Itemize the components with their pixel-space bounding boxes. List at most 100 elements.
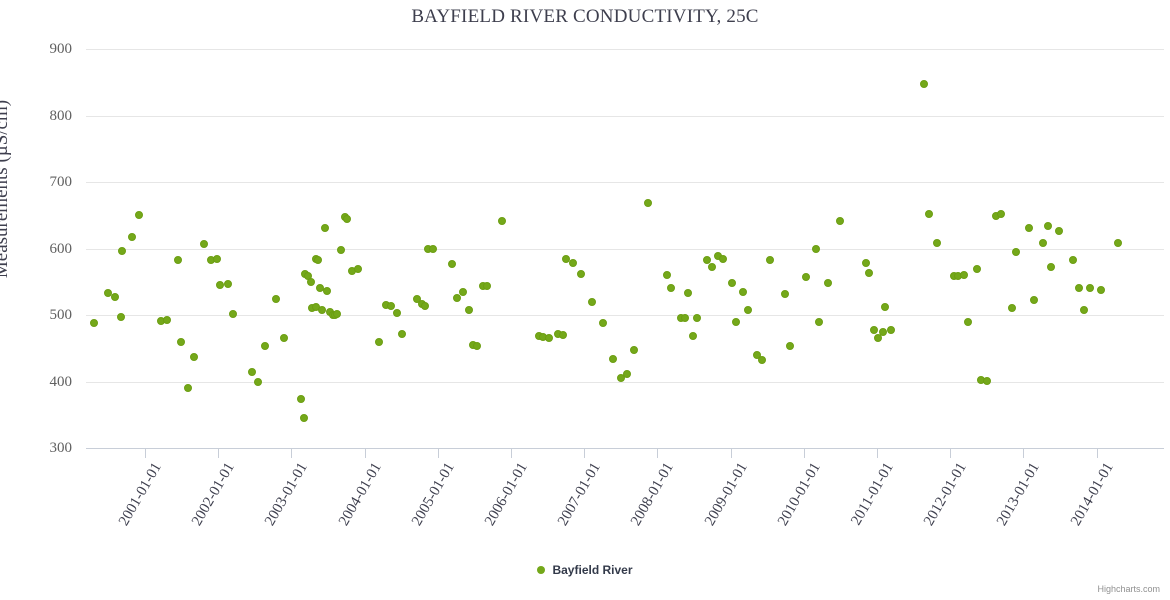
data-point[interactable] — [781, 290, 789, 299]
data-point[interactable] — [744, 306, 752, 315]
data-point[interactable] — [617, 374, 625, 383]
data-point[interactable] — [719, 255, 727, 264]
data-point[interactable] — [599, 318, 607, 327]
data-point[interactable] — [667, 283, 675, 292]
data-point[interactable] — [630, 346, 638, 355]
data-point[interactable] — [333, 310, 341, 319]
data-point[interactable] — [802, 273, 810, 282]
data-point[interactable] — [588, 297, 596, 306]
data-point[interactable] — [465, 306, 473, 315]
data-point[interactable] — [224, 280, 232, 289]
data-point[interactable] — [393, 309, 401, 317]
data-point[interactable] — [117, 312, 125, 321]
data-point[interactable] — [739, 287, 747, 296]
data-point[interactable] — [732, 317, 740, 326]
data-point[interactable] — [545, 334, 553, 343]
data-point[interactable] — [200, 239, 208, 248]
data-point[interactable] — [1086, 284, 1094, 293]
data-point[interactable] — [118, 247, 126, 256]
data-point[interactable] — [314, 256, 322, 265]
data-point[interactable] — [1047, 263, 1055, 272]
data-point[interactable] — [973, 265, 981, 274]
data-point[interactable] — [623, 369, 631, 378]
data-point[interactable] — [766, 256, 774, 265]
data-point[interactable] — [321, 223, 329, 232]
data-point[interactable] — [337, 245, 345, 254]
data-point[interactable] — [1044, 221, 1052, 230]
data-point[interactable] — [728, 279, 736, 288]
data-point[interactable] — [1012, 248, 1020, 257]
data-point[interactable] — [997, 209, 1005, 218]
data-point[interactable] — [708, 263, 716, 272]
chart-legend[interactable]: Bayfield River — [0, 563, 1170, 577]
data-point[interactable] — [498, 216, 506, 225]
data-point[interactable] — [983, 376, 991, 385]
data-point[interactable] — [453, 293, 461, 302]
data-point[interactable] — [375, 337, 383, 346]
data-point[interactable] — [174, 256, 182, 265]
data-point[interactable] — [786, 342, 794, 351]
data-point[interactable] — [177, 337, 185, 346]
data-point[interactable] — [280, 333, 288, 342]
data-point[interactable] — [689, 331, 697, 340]
data-point[interactable] — [90, 318, 98, 327]
data-point[interactable] — [1055, 226, 1063, 235]
data-point[interactable] — [354, 265, 362, 274]
data-point[interactable] — [1069, 255, 1077, 264]
data-point[interactable] — [920, 80, 928, 89]
data-point[interactable] — [753, 350, 761, 359]
data-point[interactable] — [1030, 295, 1038, 304]
data-point[interactable] — [559, 330, 567, 339]
data-point[interactable] — [693, 313, 701, 322]
data-point[interactable] — [413, 295, 421, 304]
data-point[interactable] — [1008, 303, 1016, 312]
data-point[interactable] — [960, 271, 968, 280]
data-point[interactable] — [254, 378, 262, 387]
data-point[interactable] — [1075, 284, 1083, 293]
data-point[interactable] — [343, 215, 351, 224]
highcharts-credits[interactable]: Highcharts.com — [1097, 584, 1160, 594]
data-point[interactable] — [459, 287, 467, 296]
data-point[interactable] — [483, 281, 491, 290]
data-point[interactable] — [128, 232, 136, 241]
data-point[interactable] — [387, 302, 395, 311]
data-point[interactable] — [758, 355, 766, 364]
data-point[interactable] — [213, 255, 221, 264]
data-point[interactable] — [135, 210, 143, 219]
data-point[interactable] — [1025, 223, 1033, 232]
data-point[interactable] — [1114, 239, 1122, 248]
legend-item-label[interactable]: Bayfield River — [552, 563, 633, 577]
data-point[interactable] — [644, 199, 652, 208]
data-point[interactable] — [184, 384, 192, 393]
data-point[interactable] — [307, 278, 315, 287]
data-point[interactable] — [812, 245, 820, 254]
data-point[interactable] — [681, 313, 689, 322]
data-point[interactable] — [870, 325, 878, 334]
data-point[interactable] — [111, 293, 119, 302]
data-point[interactable] — [874, 333, 882, 342]
data-point[interactable] — [1097, 286, 1105, 295]
data-point[interactable] — [261, 341, 269, 350]
data-point[interactable] — [229, 309, 237, 318]
data-point[interactable] — [703, 256, 711, 265]
data-point[interactable] — [862, 259, 870, 268]
data-point[interactable] — [925, 209, 933, 218]
data-point[interactable] — [824, 279, 832, 288]
data-point[interactable] — [473, 342, 481, 351]
data-point[interactable] — [577, 270, 585, 279]
data-point[interactable] — [323, 287, 331, 296]
data-point[interactable] — [881, 303, 889, 312]
data-point[interactable] — [398, 330, 406, 339]
data-point[interactable] — [887, 325, 895, 334]
data-point[interactable] — [248, 368, 256, 377]
data-point[interactable] — [836, 216, 844, 225]
data-point[interactable] — [1080, 305, 1088, 314]
data-point[interactable] — [448, 259, 456, 268]
data-point[interactable] — [429, 244, 437, 253]
data-point[interactable] — [569, 259, 577, 268]
data-point[interactable] — [964, 317, 972, 326]
data-point[interactable] — [318, 305, 326, 314]
data-point[interactable] — [300, 414, 308, 423]
data-point[interactable] — [879, 328, 887, 337]
data-point[interactable] — [163, 316, 171, 325]
